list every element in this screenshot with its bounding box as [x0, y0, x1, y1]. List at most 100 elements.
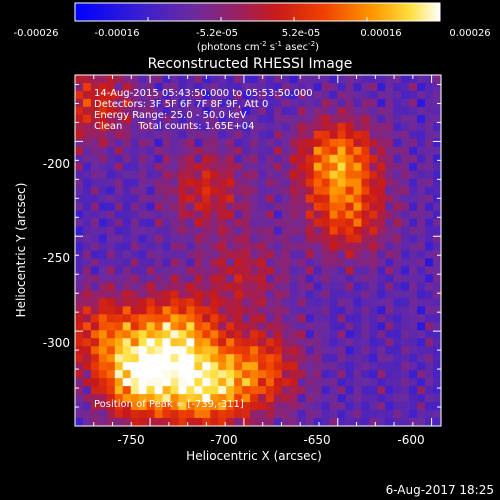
heatmap-cell [377, 106, 386, 116]
heatmap-cell [321, 314, 331, 323]
heatmap-cell [393, 75, 402, 84]
heatmap-cell [337, 186, 347, 196]
heatmap-cell [305, 234, 315, 244]
heatmap-cell [345, 362, 355, 371]
heatmap-cell [329, 338, 339, 347]
heatmap-cell [409, 114, 418, 124]
heatmap-cell [170, 394, 180, 403]
heatmap-cell [329, 122, 339, 132]
heatmap-cell [90, 290, 100, 299]
heatmap-cell [305, 306, 315, 315]
heatmap-cell [202, 170, 211, 180]
heatmap-cell [242, 266, 251, 276]
heatmap-cell [353, 194, 363, 204]
heatmap-cell [258, 410, 267, 419]
heatmap-cell [369, 154, 378, 164]
heatmap-cell [417, 378, 426, 387]
heatmap-cell [250, 138, 259, 148]
heatmap-cell [385, 346, 394, 355]
heatmap-cell [297, 410, 307, 419]
heatmap-cell [122, 266, 132, 276]
heatmap-cell [242, 226, 251, 236]
heatmap-cell [146, 75, 156, 84]
heatmap-cell [138, 378, 148, 387]
heatmap-cell [75, 298, 84, 307]
heatmap-cell [273, 298, 283, 307]
heatmap-cell [369, 338, 378, 347]
heatmap-cell [337, 82, 347, 92]
heatmap-cell [234, 394, 243, 403]
heatmap-cell [210, 154, 219, 164]
heatmap-cell [337, 282, 347, 291]
heatmap-cell [178, 242, 187, 252]
heatmap-cell [106, 218, 116, 228]
heatmap-cell [210, 394, 219, 403]
heatmap-cell [281, 194, 291, 204]
heatmap-cell [242, 386, 251, 395]
heatmap-cell [114, 98, 124, 108]
heatmap-cell [218, 250, 227, 260]
heatmap-cell [138, 354, 148, 363]
heatmap-cell [122, 338, 132, 347]
heatmap-cell [313, 218, 323, 228]
heatmap-cell [305, 370, 315, 379]
heatmap-cell [377, 122, 386, 132]
heatmap-cell [162, 122, 172, 132]
heatmap-cell [329, 226, 339, 236]
heatmap-cell [170, 178, 180, 188]
heatmap-cell [401, 234, 410, 244]
heatmap-cell [146, 138, 156, 148]
heatmap-cell [409, 218, 418, 228]
heatmap-cell [226, 75, 235, 84]
heatmap-cell [393, 346, 402, 355]
heatmap-cell [98, 154, 108, 164]
chart-title: Reconstructed RHESSI Image [148, 56, 353, 72]
heatmap-cell [202, 178, 211, 188]
heatmap-cell [281, 378, 291, 387]
heatmap-cell [90, 258, 100, 268]
heatmap-cell [178, 394, 187, 403]
heatmap-cell [289, 330, 299, 339]
heatmap-cell [297, 154, 307, 164]
heatmap-cell [393, 250, 402, 260]
heatmap-cell [369, 250, 378, 260]
heatmap-cell [353, 322, 363, 331]
heatmap-cell [146, 330, 156, 339]
heatmap-cell [417, 370, 426, 379]
heatmap-cell [433, 114, 442, 124]
heatmap-cell [289, 298, 299, 307]
heatmap-cell [226, 306, 235, 315]
heatmap-cell [234, 98, 243, 108]
heatmap-cell [313, 202, 323, 212]
heatmap-cell [226, 274, 235, 284]
heatmap-cell [82, 314, 92, 323]
heatmap-cell [321, 418, 331, 427]
heatmap-cell [242, 162, 251, 172]
heatmap-cell [202, 394, 211, 403]
heatmap-cell [218, 234, 227, 244]
heatmap-cell [106, 346, 116, 355]
heatmap-cell [321, 98, 331, 108]
heatmap-cell [377, 402, 386, 411]
heatmap-cell [106, 162, 116, 172]
heatmap-cell [98, 346, 108, 355]
heatmap-cell [210, 98, 219, 108]
heatmap-cell [281, 210, 291, 220]
heatmap-cell [178, 90, 187, 100]
heatmap-cell [226, 210, 235, 220]
heatmap-cell [218, 178, 227, 188]
heatmap-cell [90, 370, 100, 379]
heatmap-cell [273, 178, 283, 188]
heatmap-cell [417, 418, 426, 427]
heatmap-cell [250, 314, 259, 323]
heatmap-cell [369, 178, 378, 188]
heatmap-cell [218, 218, 227, 228]
heatmap-cell [393, 122, 402, 132]
heatmap-cell [273, 418, 283, 427]
heatmap-cell [194, 306, 203, 315]
heatmap-cell [98, 75, 108, 84]
heatmap-cell [329, 314, 339, 323]
heatmap-cell [250, 234, 259, 244]
heatmap-cell [202, 290, 211, 299]
heatmap-cell [106, 314, 116, 323]
